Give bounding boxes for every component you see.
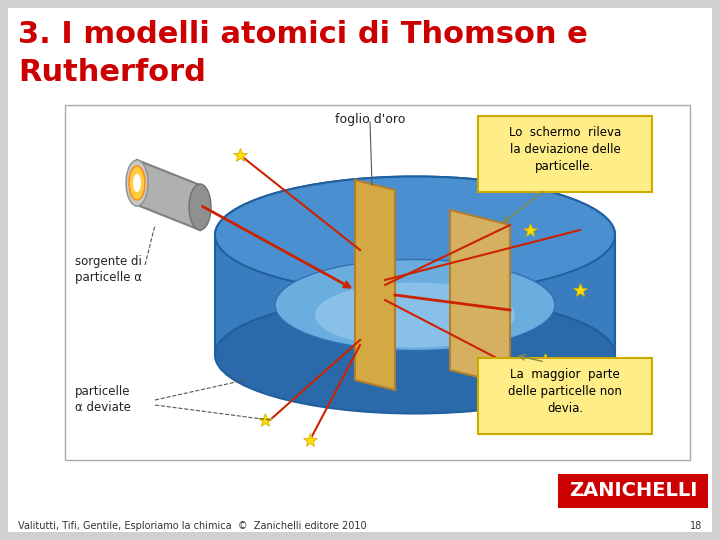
- Ellipse shape: [189, 184, 211, 230]
- Text: ZANICHELLI: ZANICHELLI: [569, 482, 697, 501]
- FancyBboxPatch shape: [478, 116, 652, 192]
- FancyBboxPatch shape: [65, 105, 690, 460]
- Ellipse shape: [215, 296, 615, 414]
- Text: Lo  schermo  rileva
la deviazione delle
particelle.: Lo schermo rileva la deviazione delle pa…: [509, 126, 621, 173]
- Ellipse shape: [133, 174, 141, 192]
- Text: La  maggior  parte
delle particelle non
devia.: La maggior parte delle particelle non de…: [508, 368, 622, 415]
- Text: sorgente di
particelle α: sorgente di particelle α: [75, 255, 142, 284]
- Text: Valitutti, Tifi, Gentile, Esploriamo la chimica  ©  Zanichelli editore 2010: Valitutti, Tifi, Gentile, Esploriamo la …: [18, 521, 366, 531]
- Polygon shape: [355, 180, 395, 390]
- Text: Rutherford: Rutherford: [18, 58, 206, 87]
- Ellipse shape: [275, 260, 555, 350]
- Ellipse shape: [126, 160, 148, 206]
- Ellipse shape: [315, 282, 515, 348]
- Ellipse shape: [129, 166, 145, 200]
- FancyBboxPatch shape: [478, 358, 652, 434]
- Polygon shape: [137, 160, 200, 230]
- Text: particelle
α deviate: particelle α deviate: [75, 385, 131, 414]
- Ellipse shape: [215, 177, 615, 294]
- Polygon shape: [450, 210, 510, 385]
- FancyBboxPatch shape: [8, 8, 712, 532]
- Polygon shape: [215, 177, 615, 355]
- Text: 3. I modelli atomici di Thomson e: 3. I modelli atomici di Thomson e: [18, 20, 588, 49]
- Text: 18: 18: [690, 521, 702, 531]
- Text: foglio d'oro: foglio d'oro: [335, 113, 405, 126]
- FancyBboxPatch shape: [558, 474, 708, 508]
